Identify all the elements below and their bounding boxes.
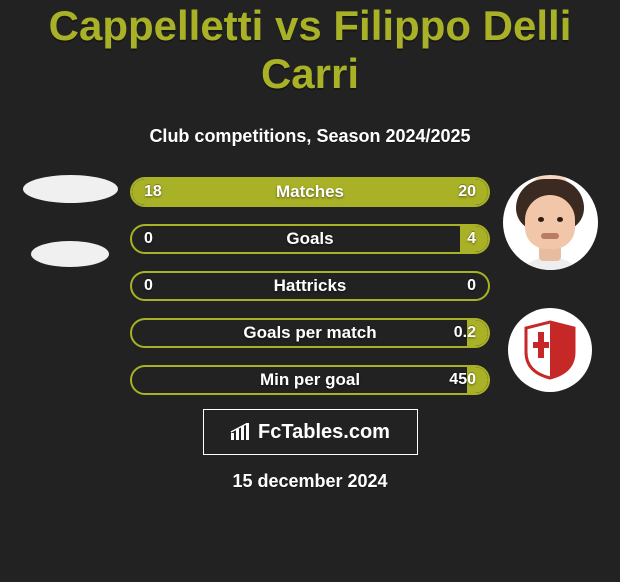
right-player-photo [503,175,598,270]
left-club-badge-placeholder [31,241,109,267]
stat-value-right: 0.2 [454,324,476,342]
stat-label: Goals [286,229,333,249]
brand-text: FcTables.com [258,421,390,444]
subtitle: Club competitions, Season 2024/2025 [0,126,620,147]
stat-row: Goals per match 0.2 [130,318,490,348]
stat-row: Min per goal 450 [130,365,490,395]
stat-label: Hattricks [274,276,347,296]
right-club-badge [508,308,592,392]
shield-icon [524,320,576,380]
player-face-icon [503,175,598,270]
comparison-panel: 18 Matches 20 0 Goals 4 0 Hattricks 0 Go… [0,175,620,395]
figure-date: 15 december 2024 [0,471,620,492]
brand-badge: FcTables.com [203,409,418,455]
stat-value-right: 0 [467,277,476,295]
stat-value-right: 450 [449,371,476,389]
right-player-column [490,175,610,395]
stat-value-right: 20 [458,183,476,201]
bar-chart-icon [230,423,252,441]
stat-row: 0 Hattricks 0 [130,271,490,301]
stat-label: Matches [276,182,344,202]
left-player-column [10,175,130,395]
stat-row: 0 Goals 4 [130,224,490,254]
stat-value-left: 0 [144,277,153,295]
stat-row: 18 Matches 20 [130,177,490,207]
stat-label: Min per goal [260,370,360,390]
stat-label: Goals per match [243,323,376,343]
stat-value-right: 4 [467,230,476,248]
stat-value-left: 0 [144,230,153,248]
stats-bars: 18 Matches 20 0 Goals 4 0 Hattricks 0 Go… [130,175,490,395]
left-player-photo-placeholder [23,175,118,203]
stat-value-left: 18 [144,183,162,201]
page-title: Cappelletti vs Filippo Delli Carri [0,2,620,98]
